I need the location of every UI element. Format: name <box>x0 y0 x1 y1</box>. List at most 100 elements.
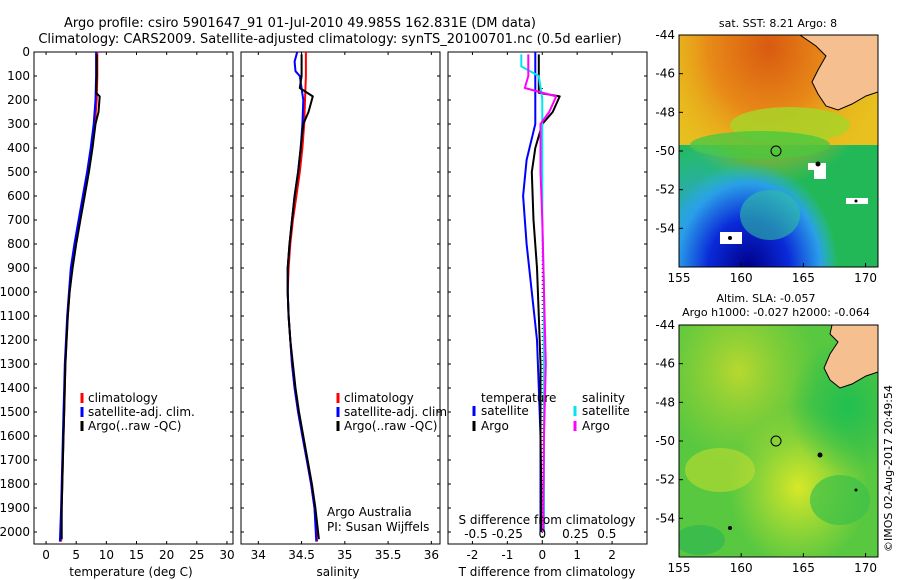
map-x-tick-label: 165 <box>792 561 815 575</box>
x-tick-label: 5 <box>72 548 80 562</box>
salinity-diff-tick-label: -0.5 <box>464 527 487 541</box>
map-y-tick-label: -46 <box>655 67 675 81</box>
land-mass-sst <box>799 35 878 111</box>
depth-tick-label: 100 <box>7 69 30 83</box>
x-tick-label: -1 <box>501 548 513 562</box>
legend-label: satellite <box>582 404 630 418</box>
land-mass-sla <box>823 325 878 389</box>
series-line-salinity_argo <box>523 54 558 532</box>
sst-map-axes: 155 160 165 170 -44 -46 -48 -50 -52 -54 <box>655 28 877 285</box>
x-tick-label: 2 <box>608 548 616 562</box>
legend-label: climatology <box>344 391 414 405</box>
map-x-tick-label: 165 <box>792 271 815 285</box>
difference-axes-frame <box>447 51 648 545</box>
map-x-tick-label: 170 <box>854 271 877 285</box>
legend-label: satellite-adj. clim. <box>88 405 195 419</box>
difference-legend: temperature salinitysatelliteArgosatellit… <box>472 391 630 433</box>
depth-tick-label: 1400 <box>0 381 30 395</box>
depth-axis: 0 100 200 300 400 500 600 700 800 900 1000 1100 1200… <box>0 45 233 539</box>
salinity-diff-tick-label: 0.5 <box>597 527 616 541</box>
argo-position-marker-sst <box>770 145 782 157</box>
pi-annotation: PI: Susan Wijffels <box>327 520 429 534</box>
x-tick-label: 34.5 <box>288 548 315 562</box>
salinity-depth-ticks <box>241 51 440 533</box>
sla-map-panel: Altim. SLA: -0.057 Argo h1000: -0.027 h2… <box>655 292 879 575</box>
depth-tick-label: 300 <box>7 117 30 131</box>
difference-series <box>520 52 561 532</box>
x-tick-label: 25 <box>189 548 204 562</box>
depth-tick-label: 900 <box>7 261 30 275</box>
x-tick-label: 0 <box>538 548 546 562</box>
depth-tick-label: 1800 <box>0 477 30 491</box>
legend-label: satellite-adj. clim. <box>344 405 451 419</box>
temperature-series <box>58 52 101 542</box>
map-x-tick-label: 160 <box>730 561 753 575</box>
x-tick-label: 34 <box>251 548 266 562</box>
argo-position-marker-sla <box>770 435 782 447</box>
series-line-argo <box>286 54 320 540</box>
depth-tick-label: 400 <box>7 141 30 155</box>
legend-label: climatology <box>88 391 158 405</box>
sst-map-panel: sat. SST: 8.21 Argo: 8 155 160 165 170 -44 -4… <box>655 17 879 285</box>
map-x-tick-label: 155 <box>668 561 691 575</box>
depth-tick-label: 1600 <box>0 429 30 443</box>
x-tick-label: 10 <box>99 548 114 562</box>
map-x-tick-label: 160 <box>730 271 753 285</box>
argo-australia-annotation: Argo Australia <box>327 505 412 519</box>
depth-tick-label: 700 <box>7 213 30 227</box>
temperature-x-axis: 0 5 10 15 20 25 30 <box>42 52 235 562</box>
legend-label: satellite <box>481 404 529 418</box>
depth-tick-label: 2000 <box>0 525 30 539</box>
depth-tick-label: 1000 <box>0 285 30 299</box>
x-tick-label: -2 <box>466 548 478 562</box>
map-y-tick-label: -48 <box>655 105 675 119</box>
x-tick-label: 30 <box>219 548 234 562</box>
depth-tick-label: 1900 <box>0 501 30 515</box>
difference-x-axis: -2 -1 0 1 2 <box>466 52 616 562</box>
depth-tick-label: 1500 <box>0 405 30 419</box>
sst-map-field <box>679 35 878 267</box>
salinity-axes-frame <box>240 51 441 545</box>
x-tick-label: 15 <box>129 548 144 562</box>
depth-tick-label: 1200 <box>0 333 30 347</box>
map-y-tick-label: -48 <box>655 395 675 409</box>
header-line-2: Climatology: CARS2009. Satellite-adjuste… <box>38 32 621 47</box>
x-tick-label: 35.5 <box>375 548 402 562</box>
depth-tick-label: 800 <box>7 237 30 251</box>
temperature-axes-frame <box>33 51 234 545</box>
sst-map-title: sat. SST: 8.21 Argo: 8 <box>719 17 837 30</box>
x-tick-label: 1 <box>573 548 581 562</box>
map-y-tick-label: -44 <box>655 28 675 42</box>
depth-tick-label: 1700 <box>0 453 30 467</box>
map-y-tick-label: -54 <box>655 511 675 525</box>
legend-heading-temperature: temperature <box>481 391 556 405</box>
sla-map-field <box>679 325 878 557</box>
depth-tick-label: 500 <box>7 165 30 179</box>
salinity-panel: 34 34.5 35 35.5 36 salinity climatologysatel… <box>240 51 451 579</box>
salinity-x-axis: 34 34.5 35 35.5 36 <box>251 52 439 562</box>
sla-map-subtitle: Argo h1000: -0.027 h2000: -0.064 <box>682 306 870 319</box>
map-y-tick-label: -50 <box>655 144 675 158</box>
legend-label: Argo(..raw -QC) <box>88 419 181 433</box>
salinity-series <box>286 52 320 542</box>
map-x-tick-label: 170 <box>854 561 877 575</box>
legend-label: Argo <box>582 419 610 433</box>
x-tick-label: 35 <box>337 548 352 562</box>
map-y-tick-label: -54 <box>655 221 675 235</box>
series-line-argo <box>60 54 101 540</box>
sla-map-axes: 155 160 165 170 -44 -46 -48 -50 -52 -54 <box>655 318 877 575</box>
difference-panel: -2 -1 0 1 2 T difference from climatology S … <box>447 51 648 579</box>
sla-map-title: Altim. SLA: -0.057 <box>716 292 815 305</box>
depth-tick-label: 600 <box>7 189 30 203</box>
salinity-diff-tick-label: 0.25 <box>562 527 589 541</box>
map-y-tick-label: -52 <box>655 473 675 487</box>
map-y-tick-label: -44 <box>655 318 675 332</box>
x-tick-label: 36 <box>424 548 439 562</box>
imos-credit: ©IMOS 02-Aug-2017 20:49:54 <box>882 385 895 552</box>
depth-tick-label: 1300 <box>0 357 30 371</box>
map-y-tick-label: -46 <box>655 357 675 371</box>
salinity-diff-tick-label: 0 <box>538 527 546 541</box>
map-y-tick-label: -50 <box>655 434 675 448</box>
